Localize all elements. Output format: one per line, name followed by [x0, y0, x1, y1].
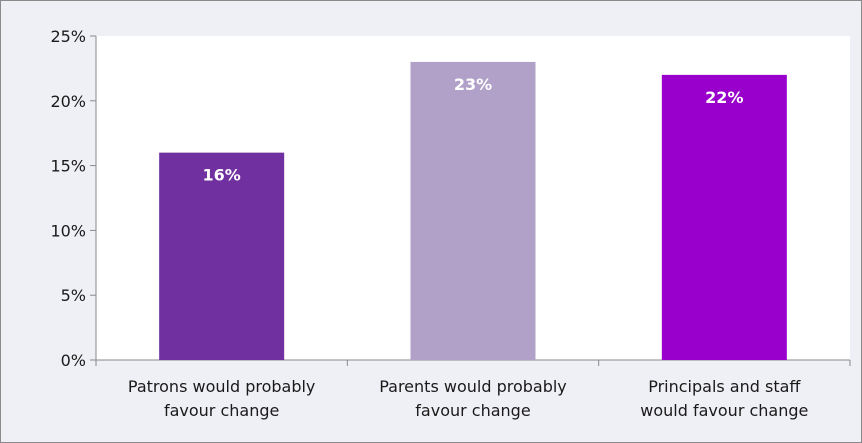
y-tick-label: 0%: [61, 351, 86, 370]
x-category-label: Patrons would probably: [128, 377, 316, 396]
x-category-label: Parents would probably: [379, 377, 567, 396]
x-category-label: Principals and staff: [648, 377, 801, 396]
data-label: 16%: [203, 166, 241, 185]
y-tick-label: 5%: [61, 286, 86, 305]
y-tick-label: 25%: [50, 27, 86, 46]
bar: [661, 74, 787, 360]
data-label: 22%: [705, 88, 743, 107]
x-category-label: favour change: [415, 401, 530, 420]
y-tick-label: 15%: [50, 157, 86, 176]
x-category-label: favour change: [164, 401, 279, 420]
x-category-label: would favour change: [640, 401, 808, 420]
data-label: 23%: [454, 75, 492, 94]
y-tick-label: 20%: [50, 92, 86, 111]
bar: [410, 61, 536, 361]
y-tick-label: 10%: [50, 221, 86, 240]
bar: [159, 152, 285, 360]
